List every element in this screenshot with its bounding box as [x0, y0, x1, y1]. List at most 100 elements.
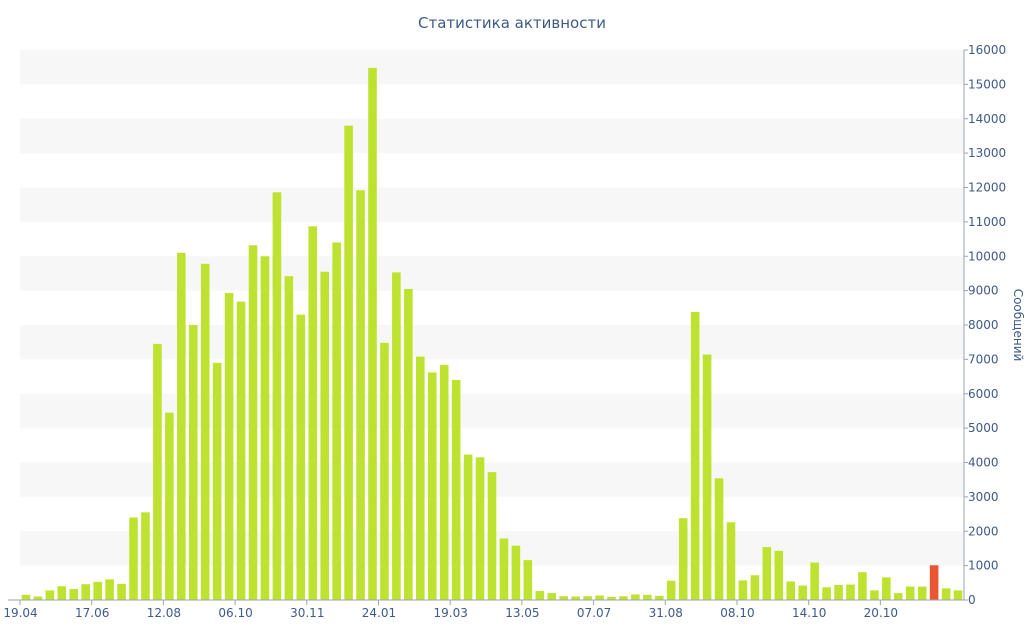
bar	[93, 581, 102, 600]
bar	[212, 362, 222, 600]
bar	[451, 380, 461, 600]
bar	[786, 581, 796, 600]
bar	[439, 364, 449, 601]
bar	[81, 584, 91, 600]
bar	[45, 590, 55, 601]
x-tick-label: 24.01	[362, 606, 396, 620]
bar	[427, 372, 437, 600]
bar	[583, 596, 592, 600]
bar	[260, 256, 270, 600]
y-tick-label: 1000	[968, 559, 999, 573]
x-tick-label: 19.04	[3, 606, 37, 620]
bar	[129, 517, 138, 600]
bar	[356, 190, 365, 600]
bar	[702, 354, 712, 600]
grid-band	[20, 256, 964, 291]
bar	[105, 579, 114, 601]
y-tick-label: 11000	[968, 215, 1006, 229]
x-tick-label: 31.08	[649, 606, 683, 620]
bar	[941, 588, 951, 600]
y-tick-label: 13000	[968, 146, 1006, 160]
y-tick-label: 8000	[968, 318, 999, 332]
y-tick-label: 5000	[968, 421, 999, 435]
bar	[165, 412, 174, 600]
x-tick-label: 07.07	[577, 606, 611, 620]
bar	[487, 472, 497, 601]
y-tick-label: 12000	[968, 181, 1006, 195]
bar	[571, 596, 580, 600]
x-tick-label: 08.10	[720, 606, 754, 620]
bar	[726, 522, 736, 600]
bar	[619, 596, 628, 600]
bar	[141, 512, 150, 600]
bar	[678, 518, 688, 600]
bar	[236, 301, 246, 601]
bar	[284, 276, 294, 600]
x-tick-label: 14.10	[792, 606, 826, 620]
x-tick-labels: 19.04 17.06 12.08 06.10 30.11 24.01 19.03 13.05…	[3, 600, 898, 620]
bar	[475, 457, 485, 600]
x-tick-label: 13.05	[505, 606, 539, 620]
bar	[188, 325, 198, 600]
bar	[893, 593, 903, 601]
bar	[392, 272, 401, 600]
grid-band	[20, 50, 964, 85]
bar	[607, 596, 616, 600]
bar	[810, 562, 819, 600]
bar	[870, 590, 879, 601]
bar	[224, 293, 234, 600]
y-tick-label: 9000	[968, 284, 999, 298]
bar	[272, 192, 282, 600]
bar	[69, 589, 79, 600]
y-tick-label: 6000	[968, 387, 999, 401]
grid-band	[20, 187, 964, 222]
bar	[368, 67, 377, 601]
bar	[499, 538, 509, 600]
bar	[822, 587, 831, 600]
bar	[690, 311, 700, 600]
bar	[917, 586, 927, 600]
bar	[380, 342, 389, 601]
bar	[595, 595, 604, 600]
bar	[344, 125, 353, 601]
bar	[332, 242, 341, 600]
bar	[882, 577, 891, 600]
y-tick-label: 0	[968, 593, 976, 607]
bar	[320, 271, 330, 600]
bar	[404, 288, 413, 600]
bar	[248, 245, 258, 600]
bar	[846, 584, 855, 600]
bar	[200, 263, 210, 600]
x-tick-label: 17.06	[75, 606, 109, 620]
bar	[153, 343, 162, 600]
x-tick-label: 30.11	[290, 606, 324, 620]
bar	[296, 314, 306, 600]
bar	[547, 593, 557, 601]
y-tick-label: 14000	[968, 112, 1006, 126]
x-tick-label: 19.03	[433, 606, 467, 620]
bar	[953, 590, 963, 601]
x-tick-label: 20.10	[864, 606, 898, 620]
bar	[929, 565, 939, 600]
bar	[774, 550, 784, 600]
bar	[511, 545, 521, 600]
bars-group	[21, 67, 963, 601]
x-tick-label: 06.10	[218, 606, 252, 620]
bar	[654, 595, 664, 601]
bar	[559, 596, 568, 600]
bar	[57, 586, 67, 600]
bar	[535, 591, 545, 600]
bar	[33, 596, 43, 600]
bar	[523, 560, 533, 601]
bar	[631, 594, 640, 600]
bar	[834, 584, 843, 601]
y-tick-label: 2000	[968, 524, 999, 538]
bar	[714, 478, 724, 600]
bar	[905, 586, 915, 600]
bar	[117, 583, 126, 600]
bar	[738, 580, 748, 600]
y-tick-label: 15000	[968, 77, 1006, 91]
bar	[416, 356, 425, 601]
bar	[463, 454, 473, 600]
bar	[21, 594, 31, 600]
